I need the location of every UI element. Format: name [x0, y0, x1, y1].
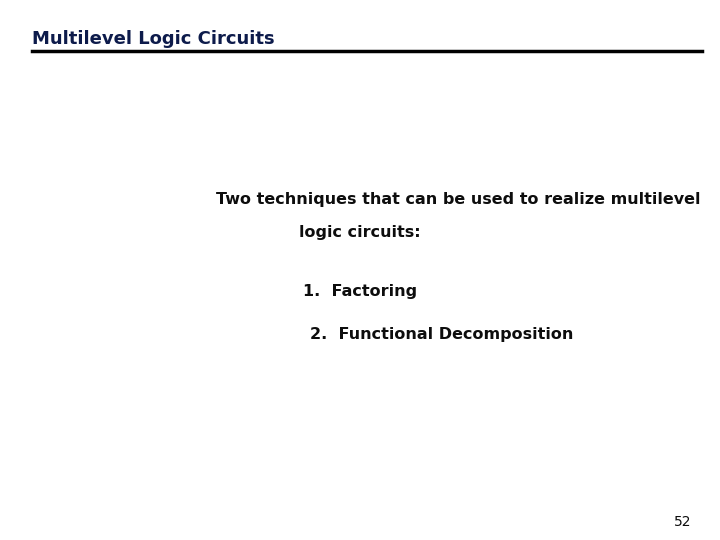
- Text: Multilevel Logic Circuits: Multilevel Logic Circuits: [32, 30, 275, 48]
- Text: 1.  Factoring: 1. Factoring: [303, 284, 417, 299]
- Text: 52: 52: [674, 515, 691, 529]
- Text: logic circuits:: logic circuits:: [300, 225, 420, 240]
- Text: 2.  Functional Decomposition: 2. Functional Decomposition: [310, 327, 573, 342]
- Text: Two techniques that can be used to realize multilevel: Two techniques that can be used to reali…: [216, 192, 701, 207]
